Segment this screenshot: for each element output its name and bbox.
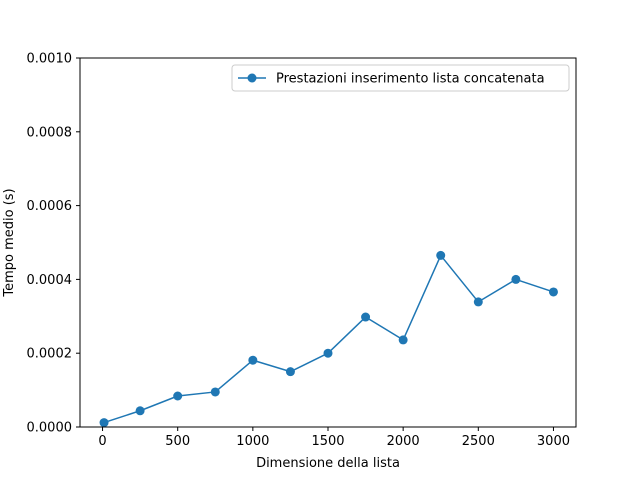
data-point xyxy=(361,312,371,322)
x-tick-label: 1000 xyxy=(236,434,269,449)
y-axis-ticks: 0.0000 0.0002 0.0004 0.0006 0.0008 0.0010 xyxy=(27,52,80,436)
x-tick-label: 0 xyxy=(98,434,106,449)
y-tick-label: 0.0006 xyxy=(27,199,73,214)
data-point xyxy=(511,274,521,284)
y-tick-label: 0.0002 xyxy=(27,347,73,362)
legend-label: Prestazioni inserimento lista concatenat… xyxy=(276,72,545,87)
y-tick-label: 0.0000 xyxy=(27,421,73,436)
data-point xyxy=(323,348,333,358)
data-point xyxy=(99,418,109,428)
legend-box xyxy=(231,64,570,92)
x-tick-label: 2000 xyxy=(387,434,420,449)
data-point xyxy=(248,355,258,365)
data-point xyxy=(210,387,220,397)
data-point xyxy=(548,287,558,297)
x-tick-label: 1500 xyxy=(311,434,344,449)
legend: Prestazioni inserimento lista concatenat… xyxy=(231,64,570,92)
y-tick-label: 0.0010 xyxy=(27,52,73,67)
data-point xyxy=(135,406,145,416)
legend-marker xyxy=(247,73,257,83)
x-tick-label: 3000 xyxy=(537,434,570,449)
data-point xyxy=(473,297,483,307)
x-axis-ticks: 0 500 1000 1500 2000 2500 3000 xyxy=(98,427,570,449)
x-tick-label: 2500 xyxy=(462,434,495,449)
x-tick-label: 500 xyxy=(165,434,190,449)
data-point xyxy=(436,250,446,260)
y-tick-label: 0.0008 xyxy=(27,125,73,140)
data-point xyxy=(398,335,408,345)
y-tick-label: 0.0004 xyxy=(27,273,73,288)
plot-area xyxy=(99,250,558,428)
data-point xyxy=(173,391,183,401)
y-axis-label: Tempo medio (s) xyxy=(2,188,17,297)
data-point xyxy=(285,367,295,377)
x-axis-label: Dimensione della lista xyxy=(256,456,400,471)
